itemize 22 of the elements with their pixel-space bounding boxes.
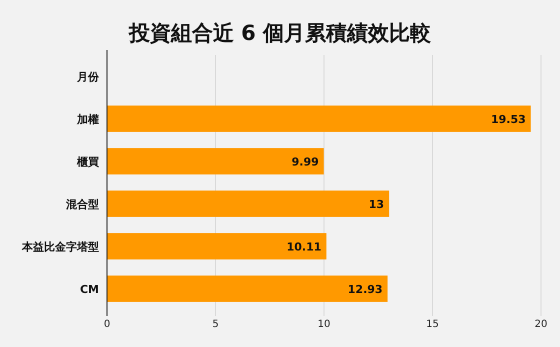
bar (107, 148, 324, 174)
data-label: 19.53 (491, 112, 526, 126)
x-tick-label: 5 (212, 319, 219, 330)
y-tick-label: 混合型 (65, 198, 99, 211)
data-label: 13 (368, 198, 384, 211)
data-label: 10.11 (286, 240, 322, 254)
y-tick-label: 月份 (76, 70, 100, 84)
y-tick-label: 本益比金字塔型 (21, 240, 99, 254)
bar (107, 106, 531, 132)
data-label: 9.99 (292, 155, 319, 168)
data-label: 12.93 (348, 282, 383, 296)
y-tick-label: 加權 (76, 112, 99, 126)
x-tick-label: 15 (426, 319, 439, 330)
bar (107, 276, 388, 302)
bar (107, 233, 326, 260)
x-tick-label: 20 (534, 319, 548, 330)
y-tick-label: 櫃買 (76, 155, 99, 168)
y-tick-label: CM (80, 282, 99, 296)
chart-title: 投資組合近 6 個月累積績效比較 (128, 21, 432, 45)
x-tick-label: 0 (104, 319, 110, 330)
x-tick-label: 10 (318, 319, 330, 330)
bar (107, 190, 390, 217)
